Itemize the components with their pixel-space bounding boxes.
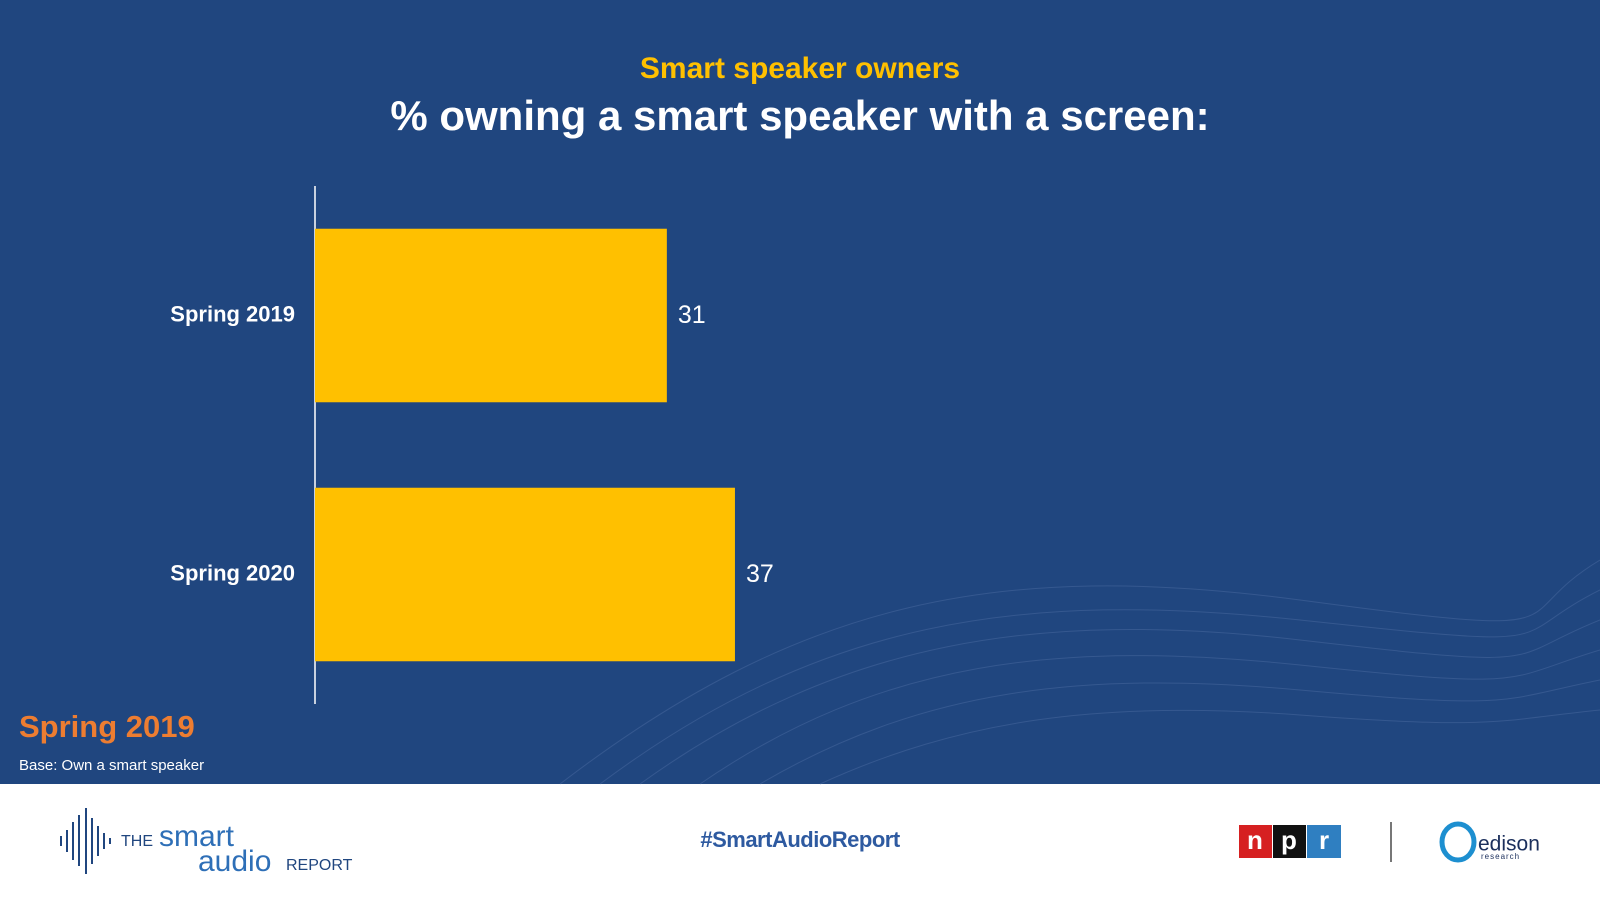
npr-box — [1239, 825, 1272, 858]
logo-smart: smart — [159, 820, 235, 853]
background — [0, 0, 1600, 784]
npr-box — [1307, 825, 1341, 858]
logo-waveform — [60, 808, 111, 874]
hashtag: #SmartAudioReport — [700, 827, 900, 852]
note: Base: Own a smart speaker — [19, 757, 204, 774]
edison-logo: edison research — [1439, 821, 1540, 863]
npr-box — [1273, 825, 1306, 858]
npr-letter: r — [1319, 825, 1329, 855]
bar — [315, 487, 735, 662]
category-label: Spring 2020 — [170, 560, 295, 585]
chart-title: % owning a smart speaker with a screen: — [390, 92, 1209, 139]
edison-name: edison — [1478, 833, 1540, 856]
edison-mark — [1439, 821, 1477, 863]
category-label: Spring 2019 — [170, 301, 295, 326]
decorative-waves — [559, 559, 1600, 785]
logo-report: REPORT — [286, 857, 353, 874]
npr-logo: n p r — [1239, 825, 1341, 858]
npr-letter: p — [1281, 825, 1297, 855]
value-label: 37 — [746, 560, 774, 588]
logo-the: THE — [121, 833, 153, 850]
bar — [315, 228, 667, 403]
smart-audio-logo: THE smart audio REPORT — [60, 808, 353, 878]
value-label: 31 — [678, 301, 706, 329]
edison-sub: research — [1481, 852, 1520, 861]
note-title: Spring 2019 — [19, 709, 195, 744]
logo-audio: audio — [198, 845, 271, 878]
subtitle: Smart speaker owners — [640, 52, 960, 85]
npr-letter: n — [1247, 825, 1263, 855]
